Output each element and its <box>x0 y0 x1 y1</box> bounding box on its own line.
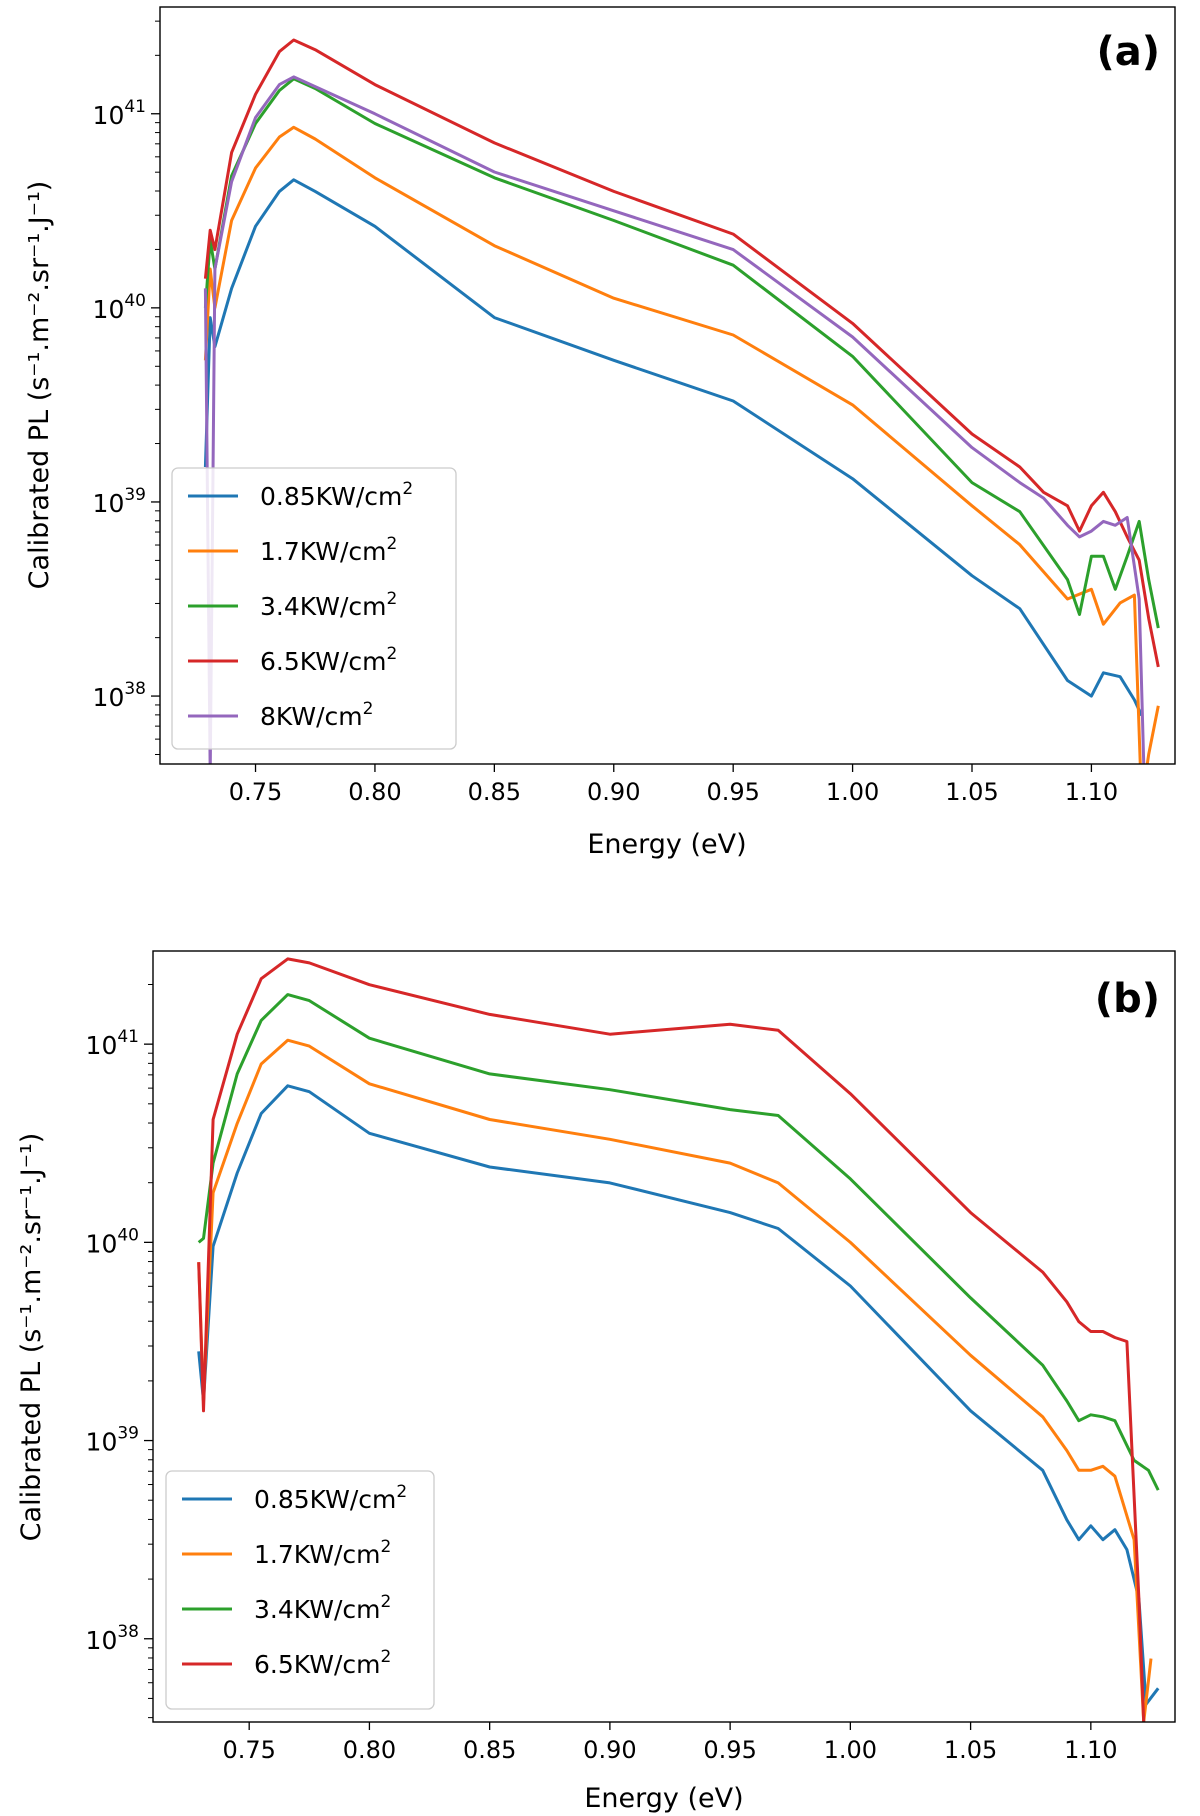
x-tick-label: 0.85 <box>468 778 521 806</box>
legend-entry: 8KW/cm2 <box>260 699 373 731</box>
legend-entry: 1.7KW/cm2 <box>254 1537 391 1569</box>
x-tick-label: 1.10 <box>1064 1736 1117 1764</box>
series-line <box>197 1084 1160 1706</box>
plot-lines <box>197 957 1160 1722</box>
series-line <box>197 957 1146 1722</box>
series-line <box>197 993 1160 1491</box>
x-axis-label: Energy (eV) <box>584 1783 743 1814</box>
x-tick-label: 0.75 <box>222 1736 275 1764</box>
x-tick-label: 0.80 <box>343 1736 396 1764</box>
series-line <box>203 38 1160 668</box>
legend-box <box>165 1470 435 1710</box>
legend-entry: 1.7KW/cm2 <box>260 534 397 566</box>
y-tick-label: 1041 <box>86 1027 139 1060</box>
legend-box <box>171 467 457 750</box>
plot-frame <box>152 950 1176 1723</box>
x-tick-label: 1.10 <box>1065 778 1118 806</box>
x-tick-label: 1.00 <box>824 1736 877 1764</box>
y-tick-label: 1039 <box>93 485 146 518</box>
legend-entry: 3.4KW/cm2 <box>254 1592 391 1624</box>
legend-entry: 3.4KW/cm2 <box>260 589 397 621</box>
y-ticks: 1038 1039 1040 1041 <box>93 20 160 755</box>
x-ticks: 0.75 0.80 0.85 0.90 0.95 1.00 1.05 1.10 <box>229 764 1118 806</box>
legend-entry: 0.85KW/cm2 <box>254 1482 407 1514</box>
x-axis-label: Energy (eV) <box>587 829 746 860</box>
x-tick-label: 0.95 <box>706 778 759 806</box>
series-line <box>203 178 1143 717</box>
legend-entry: 0.85KW/cm2 <box>260 479 413 511</box>
y-tick-label: 1040 <box>86 1225 139 1258</box>
panel-label: (a) <box>1096 29 1160 75</box>
x-tick-label: 0.80 <box>348 778 401 806</box>
x-tick-label: 0.75 <box>229 778 282 806</box>
series-line <box>203 125 1160 764</box>
legend-entry: 6.5KW/cm2 <box>254 1647 391 1679</box>
y-tick-label: 1038 <box>93 679 146 712</box>
y-axis-label: Calibrated PL (s⁻¹.m⁻².sr⁻¹.J⁻¹) <box>24 181 55 590</box>
y-tick-label: 1039 <box>86 1424 139 1457</box>
panel-a: 0.75 0.80 0.85 0.90 0.95 1.00 1.05 1.10 1038103… <box>24 6 1176 860</box>
plot-lines <box>203 38 1160 764</box>
x-tick-label: 0.90 <box>587 778 640 806</box>
legend: 0.85KW/cm2 1.7KW/cm2 3.4KW/cm2 6.5KW/cm2 <box>165 1470 435 1710</box>
series-line <box>197 1038 1153 1722</box>
legend-entry: 6.5KW/cm2 <box>260 644 397 676</box>
y-axis-label: Calibrated PL (s⁻¹.m⁻².sr⁻¹.J⁻¹) <box>16 1133 47 1542</box>
x-tick-label: 0.85 <box>463 1736 516 1764</box>
x-tick-label: 1.05 <box>945 778 998 806</box>
x-tick-label: 1.05 <box>944 1736 997 1764</box>
legend: 0.85KW/cm2 1.7KW/cm2 3.4KW/cm2 6.5KW/cm2 8KW… <box>171 467 457 750</box>
x-ticks: 0.75 0.80 0.85 0.90 0.95 1.00 1.05 1.10 <box>222 1722 1118 1764</box>
y-tick-label: 1038 <box>86 1622 139 1655</box>
x-tick-label: 0.90 <box>583 1736 636 1764</box>
panel-label: (b) <box>1095 976 1160 1022</box>
y-tick-label: 1041 <box>93 97 146 130</box>
panel-b: 0.75 0.80 0.85 0.90 0.95 1.00 1.05 1.10 1038103… <box>16 950 1176 1814</box>
y-tick-label: 1040 <box>93 291 146 324</box>
x-tick-label: 0.95 <box>703 1736 756 1764</box>
y-ticks: 1038 1039 1040 1041 <box>86 983 153 1719</box>
x-tick-label: 1.00 <box>826 778 879 806</box>
series-line <box>203 75 1146 764</box>
